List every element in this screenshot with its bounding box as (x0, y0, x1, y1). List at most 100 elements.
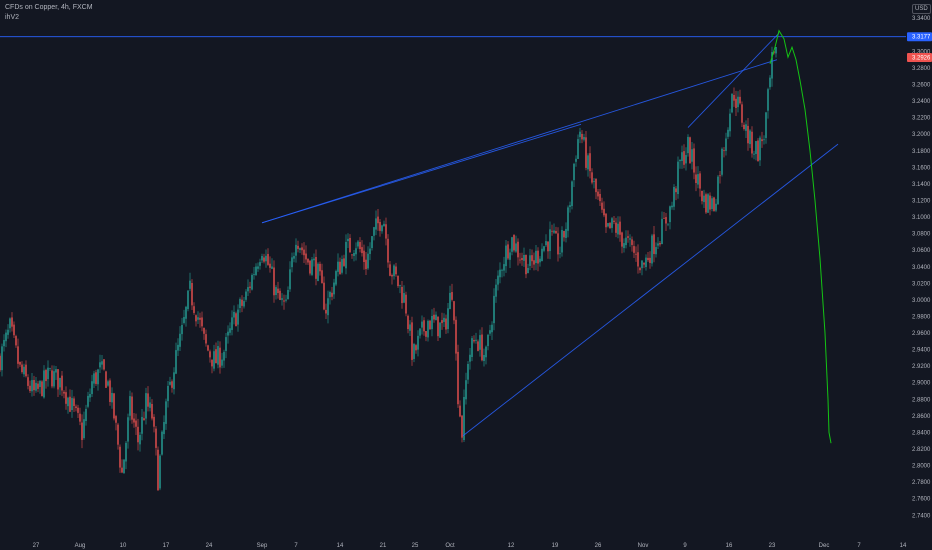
trendline[interactable] (462, 143, 839, 437)
candle-body (723, 150, 725, 152)
candles (0, 46, 777, 491)
candle-body (45, 369, 47, 382)
candle-body (429, 320, 431, 330)
candle-body (523, 255, 525, 261)
trendline[interactable] (687, 32, 780, 128)
candle-body (435, 314, 437, 321)
candle-body (715, 203, 717, 211)
candle-body (473, 340, 475, 342)
candle-body (419, 328, 421, 336)
candle-body (311, 259, 313, 275)
candle-body (263, 257, 265, 262)
candle-body (341, 259, 343, 273)
candle-body (469, 354, 471, 362)
candle-body (23, 366, 25, 375)
candle-body (281, 298, 283, 300)
candle-body (751, 131, 753, 154)
candle-body (461, 415, 463, 438)
candle-body (661, 218, 663, 245)
candle-body (675, 188, 677, 193)
candle-body (387, 238, 389, 263)
candle-body (765, 112, 767, 138)
candle-body (603, 208, 605, 216)
price-tick-label: 2.9000 (912, 381, 931, 387)
candle-body (513, 234, 515, 251)
candle-body (395, 266, 397, 275)
price-tick-label: 2.9600 (912, 331, 931, 337)
candle-body (433, 314, 435, 320)
candle-body (425, 331, 427, 337)
candle-body (269, 263, 271, 268)
time-tick-label: 9 (683, 543, 687, 549)
candle-body (101, 361, 103, 365)
time-tick-label: 27 (33, 543, 40, 549)
candle-body (349, 237, 351, 253)
time-tick-label: 10 (120, 543, 127, 549)
price-tick-label: 3.2000 (912, 132, 931, 138)
candle-body (629, 238, 631, 240)
candle-body (193, 306, 195, 313)
candle-body (295, 244, 297, 256)
candle-body (185, 306, 187, 319)
price-tick-label: 3.0600 (912, 248, 931, 254)
candle-body (303, 249, 305, 256)
candle-body (567, 207, 569, 231)
currency-badge[interactable]: USD (912, 4, 931, 14)
candle-body (17, 346, 19, 364)
price-axis[interactable]: 2.7400 2.7600 2.7800 2.8000 2.8200 2.8400 2.86… (906, 0, 932, 550)
candle-body (499, 269, 501, 278)
candle-body (669, 206, 671, 223)
candle-body (383, 223, 385, 227)
candle-body (241, 299, 243, 306)
trendline[interactable] (261, 59, 778, 224)
trendline[interactable] (261, 123, 582, 224)
candle-body (401, 286, 403, 304)
price-axis-bg (906, 0, 932, 550)
candle-body (265, 255, 267, 262)
candle-body (33, 380, 35, 391)
candle-body (449, 292, 451, 310)
candle-body (131, 396, 133, 420)
candle-body (143, 418, 145, 421)
candle-body (677, 161, 679, 195)
candle-body (333, 282, 335, 295)
candle-body (13, 324, 15, 336)
candle-body (657, 243, 659, 246)
chart-title: CFDs on Copper, 4h, FXCM (5, 4, 93, 11)
candle-body (189, 280, 191, 289)
candle-body (381, 225, 383, 232)
candle-body (121, 467, 123, 473)
candle-body (503, 264, 505, 271)
candle-body (27, 377, 29, 386)
candle-body (119, 446, 121, 468)
candle-body (695, 174, 697, 184)
candle-body (521, 258, 523, 260)
candle-body (41, 381, 43, 396)
candle-body (19, 361, 21, 365)
candle-body (59, 377, 61, 388)
candle-body (463, 396, 465, 441)
candle-body (519, 259, 521, 261)
candle-body (173, 372, 175, 390)
candle-body (67, 397, 69, 407)
candle-body (485, 346, 487, 358)
candle-body (745, 124, 747, 131)
candle-body (681, 152, 683, 161)
candle-body (663, 218, 665, 219)
candle-body (209, 351, 211, 358)
candle-body (559, 253, 561, 255)
candle-body (415, 345, 417, 351)
candle-body (691, 149, 693, 162)
candle-body (767, 89, 769, 111)
candle-body (563, 230, 565, 238)
candle-body (171, 381, 173, 388)
price-tags: 3.3177 3.2926 (907, 32, 932, 62)
candle-body (701, 190, 703, 202)
candle-body (379, 221, 381, 231)
time-axis[interactable]: 27 Aug 10 17 24 Sep 7 14 21 25 Oct 12 19 26 Nov 9 16 23 De… (0, 537, 932, 550)
candle-body (595, 178, 597, 193)
projection-line[interactable] (769, 29, 832, 444)
candle-body (733, 95, 735, 101)
candle-body (637, 252, 639, 267)
